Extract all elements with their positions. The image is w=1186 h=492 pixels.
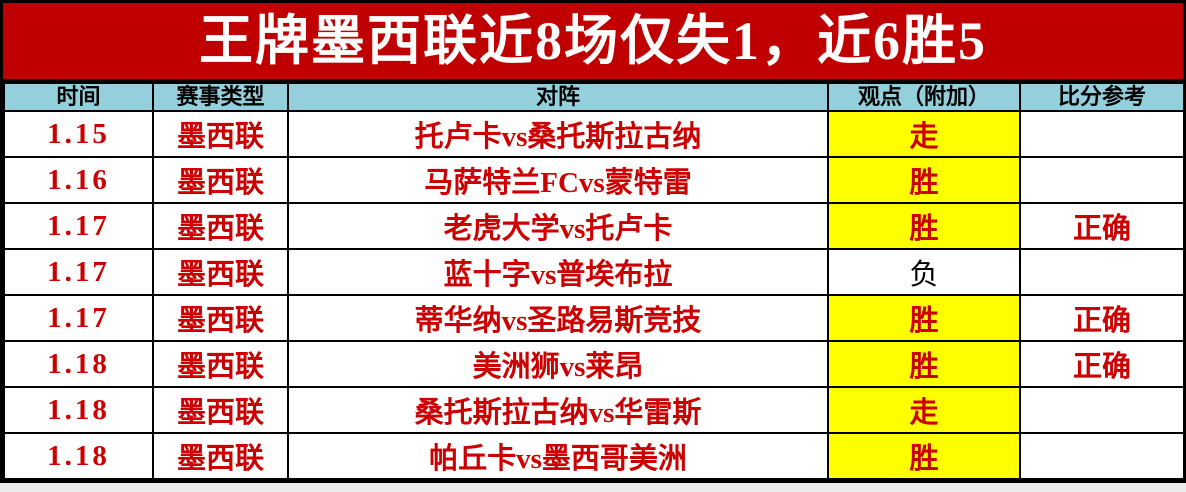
result-reference: 正确: [1019, 202, 1185, 250]
match-date: 1.17: [3, 294, 154, 342]
matchup: 蓝十字vs普埃布拉: [287, 248, 829, 296]
result-reference: [1019, 386, 1185, 434]
prediction-view: 走: [827, 110, 1021, 158]
league-type: 墨西联: [152, 202, 289, 250]
result-reference: 正确: [1019, 294, 1185, 342]
match-date: 1.18: [3, 432, 154, 480]
table-row: 1.17 墨西联 蒂华纳vs圣路易斯竞技 胜 正确: [3, 294, 1185, 342]
matchup: 马萨特兰FCvs蒙特雷: [287, 156, 829, 204]
column-header-score-reference: 比分参考: [1019, 82, 1185, 112]
league-type: 墨西联: [152, 386, 289, 434]
predictions-table: 时间 赛事类型 对阵 观点（附加） 比分参考 1.15 墨西联 托卢卡vs桑托斯…: [3, 82, 1185, 480]
matchup: 蒂华纳vs圣路易斯竞技: [287, 294, 829, 342]
column-header-league: 赛事类型: [152, 82, 289, 112]
league-type: 墨西联: [152, 156, 289, 204]
league-type: 墨西联: [152, 340, 289, 388]
match-date: 1.17: [3, 202, 154, 250]
prediction-view: 胜: [827, 294, 1021, 342]
prediction-view: 胜: [827, 432, 1021, 480]
prediction-view: 胜: [827, 340, 1021, 388]
page-title: 王牌墨西联近8场仅失1，近6胜5: [199, 11, 987, 71]
league-type: 墨西联: [152, 110, 289, 158]
match-date: 1.16: [3, 156, 154, 204]
table-row: 1.15 墨西联 托卢卡vs桑托斯拉古纳 走: [3, 110, 1185, 158]
table-row: 1.18 墨西联 桑托斯拉古纳vs华雷斯 走: [3, 386, 1185, 434]
prediction-view: 走: [827, 386, 1021, 434]
table-row: 1.18 墨西联 帕丘卡vs墨西哥美洲 胜: [3, 432, 1185, 480]
prediction-view: 负: [827, 248, 1021, 296]
matchup: 帕丘卡vs墨西哥美洲: [287, 432, 829, 480]
result-reference: 正确: [1019, 340, 1185, 388]
table-row: 1.16 墨西联 马萨特兰FCvs蒙特雷 胜: [3, 156, 1185, 204]
table-row: 1.18 墨西联 美洲狮vs莱昂 胜 正确: [3, 340, 1185, 388]
table-body: 1.15 墨西联 托卢卡vs桑托斯拉古纳 走 1.16 墨西联 马萨特兰FCvs…: [3, 110, 1185, 480]
prediction-view: 胜: [827, 156, 1021, 204]
title-banner: 王牌墨西联近8场仅失1，近6胜5: [3, 3, 1183, 82]
table-row: 1.17 墨西联 老虎大学vs托卢卡 胜 正确: [3, 202, 1185, 250]
match-date: 1.17: [3, 248, 154, 296]
result-reference: [1019, 156, 1185, 204]
matchup: 托卢卡vs桑托斯拉古纳: [287, 110, 829, 158]
result-reference: [1019, 110, 1185, 158]
result-reference: [1019, 432, 1185, 480]
league-type: 墨西联: [152, 432, 289, 480]
prediction-view: 胜: [827, 202, 1021, 250]
column-header-time: 时间: [3, 82, 154, 112]
table-header-row: 时间 赛事类型 对阵 观点（附加） 比分参考: [3, 82, 1185, 112]
league-type: 墨西联: [152, 248, 289, 296]
matchup: 美洲狮vs莱昂: [287, 340, 829, 388]
match-date: 1.18: [3, 340, 154, 388]
match-date: 1.18: [3, 386, 154, 434]
matchup: 桑托斯拉古纳vs华雷斯: [287, 386, 829, 434]
league-type: 墨西联: [152, 294, 289, 342]
column-header-matchup: 对阵: [287, 82, 829, 112]
matchup: 老虎大学vs托卢卡: [287, 202, 829, 250]
column-header-view: 观点（附加）: [827, 82, 1021, 112]
result-reference: [1019, 248, 1185, 296]
match-date: 1.15: [3, 110, 154, 158]
table-row: 1.17 墨西联 蓝十字vs普埃布拉 负: [3, 248, 1185, 296]
